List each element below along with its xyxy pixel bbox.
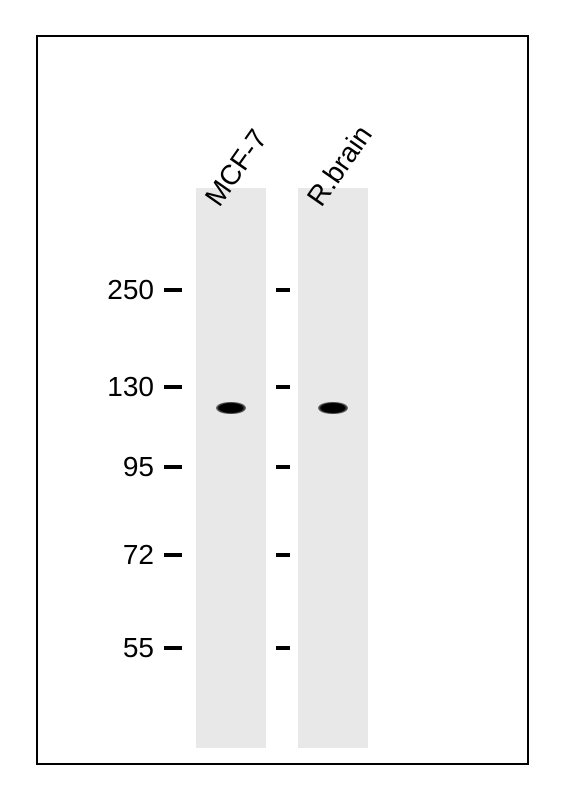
mw-tick-250 xyxy=(164,288,182,292)
mw-label-55: 55 xyxy=(123,632,154,664)
lane-1 xyxy=(196,188,266,748)
band-lane1 xyxy=(216,402,246,414)
mw-center-tick-55 xyxy=(276,646,290,650)
band-lane2 xyxy=(318,402,348,414)
lane-2 xyxy=(298,188,368,748)
mw-label-95: 95 xyxy=(123,451,154,483)
mw-label-130: 130 xyxy=(107,371,154,403)
mw-tick-95 xyxy=(164,465,182,469)
mw-label-250: 250 xyxy=(107,274,154,306)
mw-tick-72 xyxy=(164,553,182,557)
mw-tick-55 xyxy=(164,646,182,650)
mw-center-tick-130 xyxy=(276,385,290,389)
mw-label-72: 72 xyxy=(123,539,154,571)
mw-center-tick-250 xyxy=(276,288,290,292)
mw-center-tick-95 xyxy=(276,465,290,469)
mw-center-tick-72 xyxy=(276,553,290,557)
mw-tick-130 xyxy=(164,385,182,389)
